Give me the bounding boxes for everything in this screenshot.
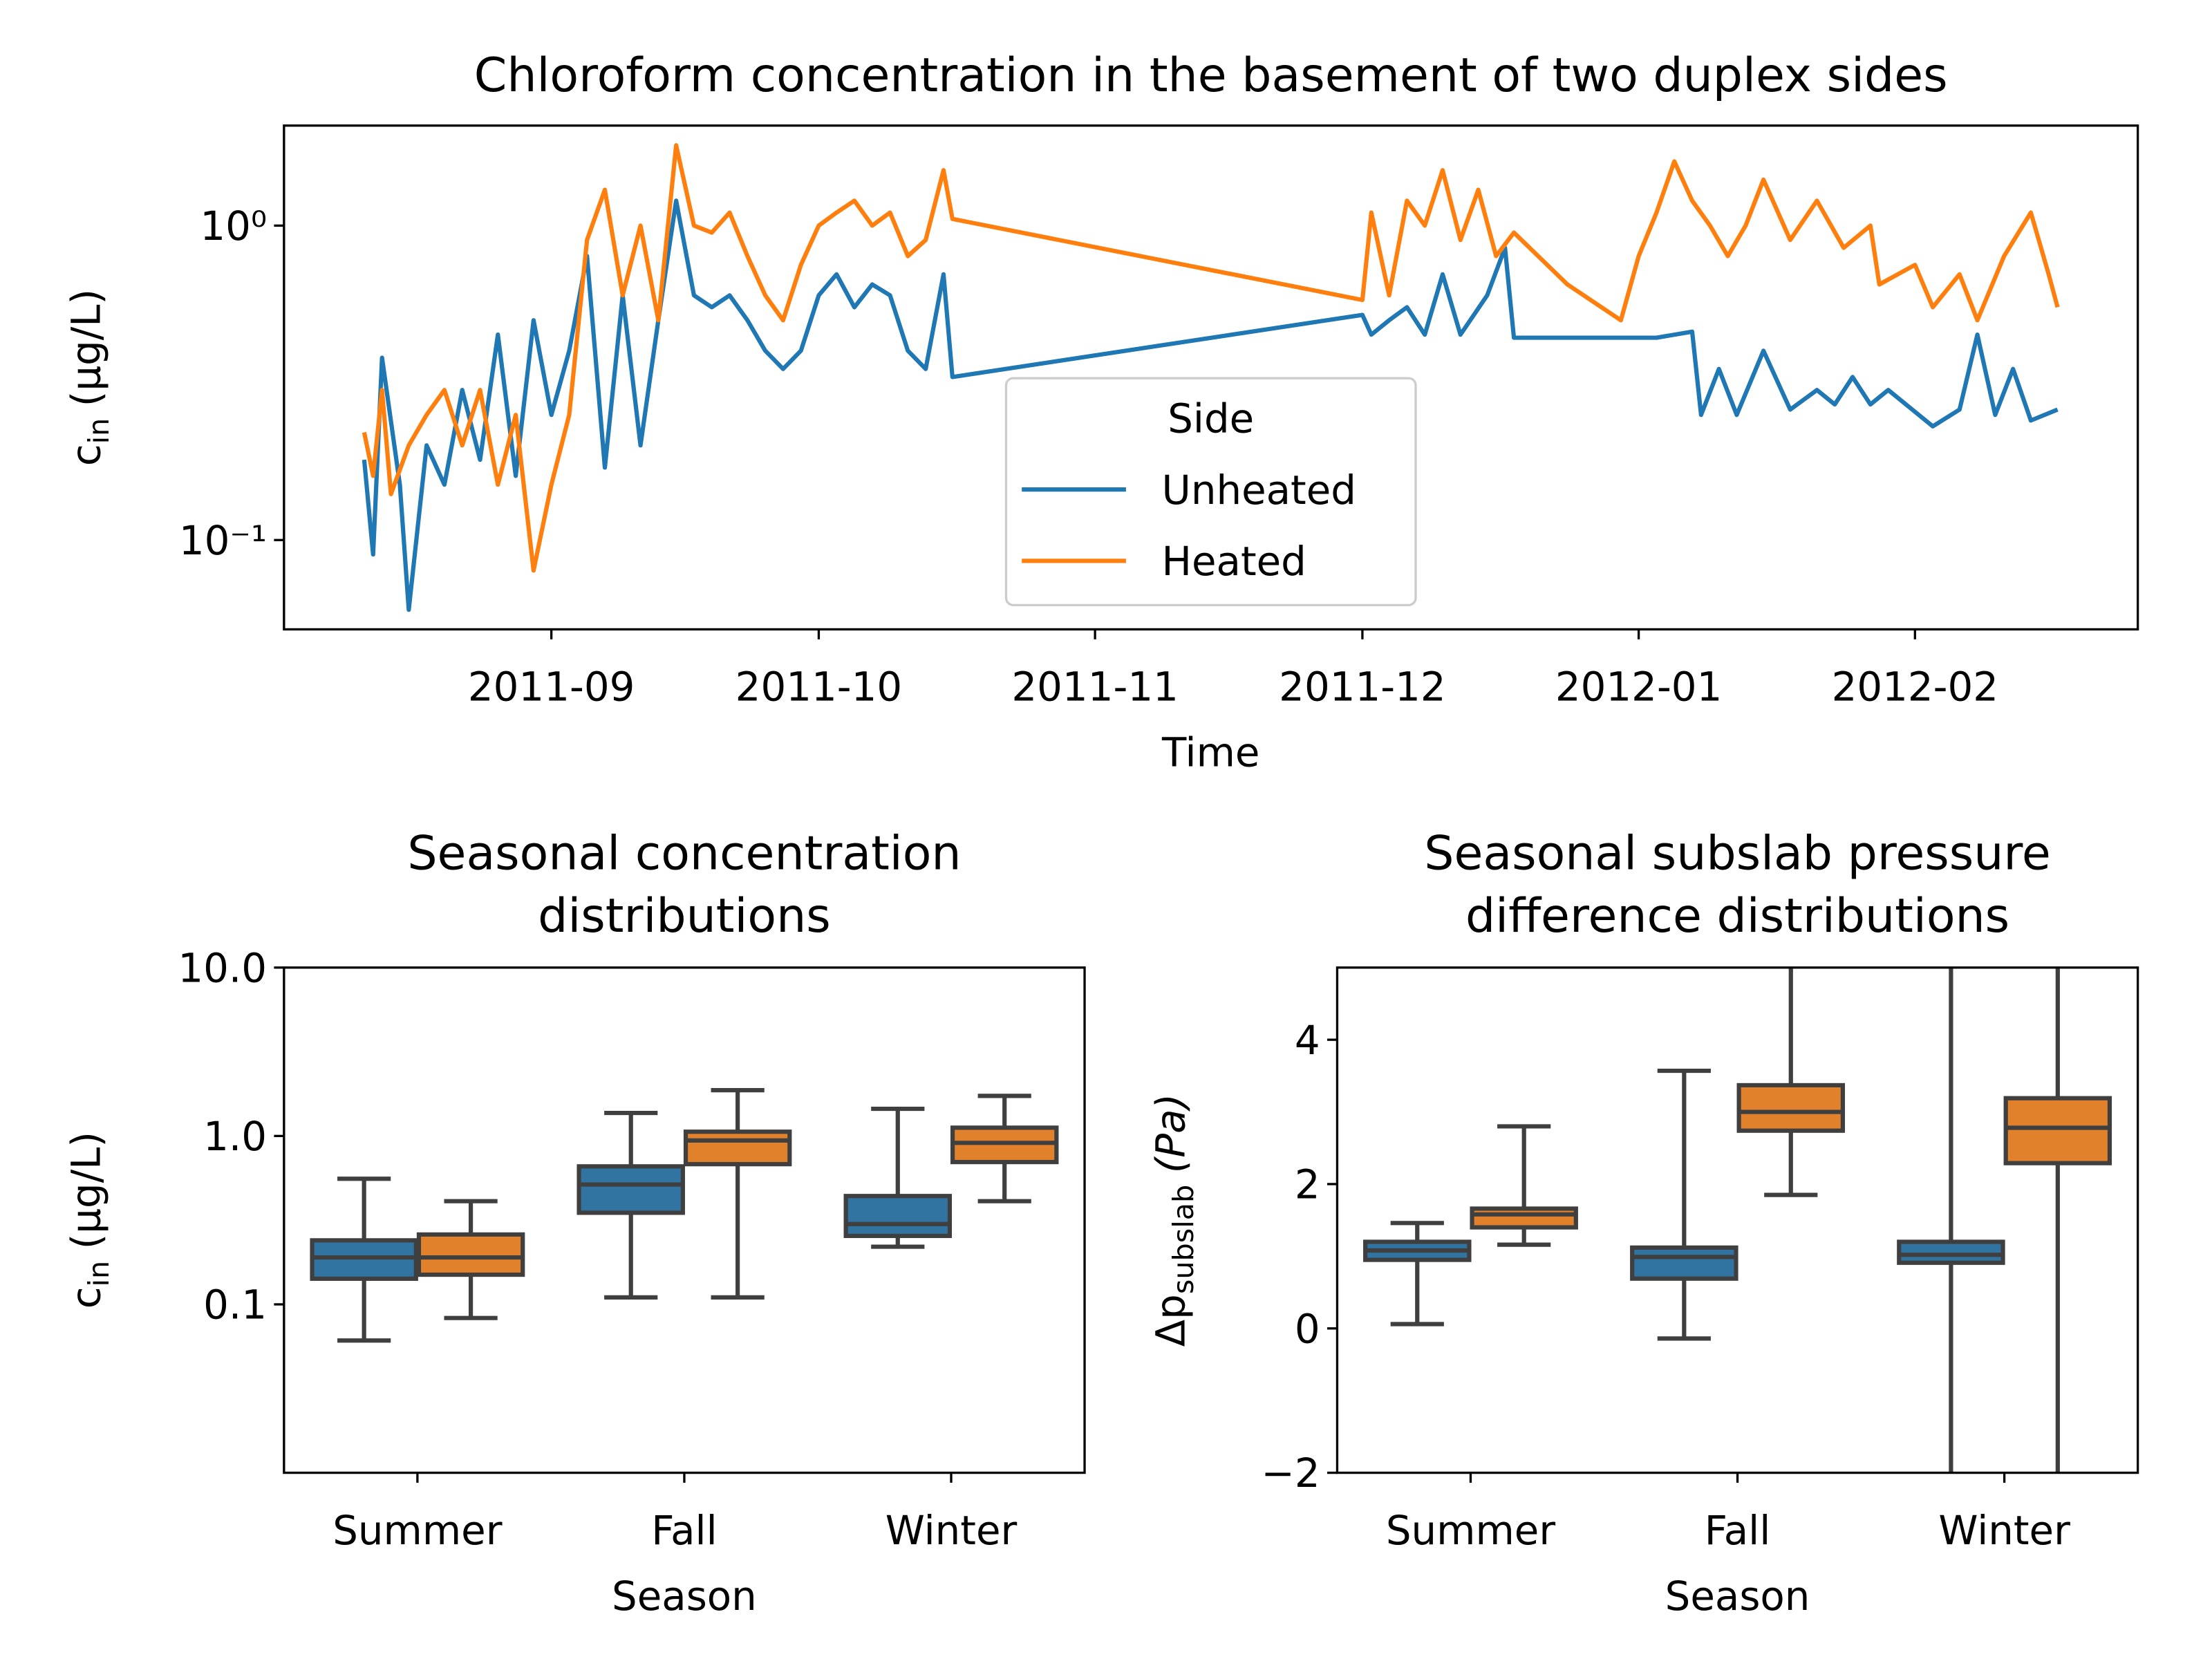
y-label-main: c <box>63 444 110 466</box>
y-tick-label: 2 <box>1295 1161 1320 1208</box>
x-tick-label: 2011-09 <box>468 664 635 711</box>
axes-frame <box>283 124 2139 631</box>
x-tick-label: Fall <box>651 1507 717 1554</box>
box <box>1897 1239 2005 1265</box>
y-tick-label: 1.0 <box>203 1113 267 1160</box>
legend-box <box>1004 377 1417 607</box>
x-tick-label: 2011-12 <box>1279 664 1446 711</box>
y-label-main: Δp <box>1147 1294 1194 1347</box>
axes-frame <box>283 966 1086 1474</box>
x-axis-label: Season <box>1665 1573 1810 1620</box>
legend-label: Heated <box>1162 538 1306 585</box>
legend-label: Unheated <box>1162 467 1356 514</box>
data-line <box>362 198 2059 612</box>
y-axis-label: cin (μg/L) <box>63 289 115 466</box>
box <box>1736 1082 1846 1133</box>
box <box>2003 1096 2112 1165</box>
chart-title: difference distributions <box>1465 889 2009 944</box>
y-axis-label: Δpsubslab (Pa) <box>1147 1094 1200 1347</box>
y-label-main: c <box>63 1286 110 1309</box>
y-tick-label: 0.1 <box>203 1282 267 1329</box>
chart-title: Seasonal subslab pressure <box>1424 826 2051 881</box>
y-tick-label: 4 <box>1295 1017 1320 1064</box>
box <box>1630 1245 1738 1281</box>
box <box>1470 1206 1578 1230</box>
chart-title: distributions <box>538 889 831 944</box>
y-tick-label: 10⁰ <box>200 203 267 250</box>
box <box>843 1194 953 1239</box>
y-tick-label: 0 <box>1295 1305 1320 1352</box>
legend-title: Side <box>1168 395 1254 442</box>
plot-area <box>310 1088 1059 1343</box>
y-label-sub: in <box>82 1261 115 1287</box>
x-tick-label: Winter <box>885 1507 1018 1554</box>
y-tick-label: 10.0 <box>178 944 267 991</box>
x-tick-label: Summer <box>332 1507 502 1554</box>
box <box>683 1130 792 1167</box>
y-label-sub: subslab <box>1167 1185 1200 1294</box>
plot-area <box>362 143 2060 612</box>
chart-title: Chloroform concentration in the basement… <box>474 48 1948 103</box>
chart-title: Seasonal concentration <box>407 826 961 881</box>
x-axis-label: Season <box>612 1573 757 1620</box>
y-label-unit: (Pa) <box>1147 1094 1194 1173</box>
plot-area <box>1363 967 2112 1473</box>
x-tick-label: Summer <box>1386 1507 1555 1554</box>
box <box>416 1232 525 1277</box>
x-tick-label: Winter <box>1938 1507 2070 1554</box>
x-tick-label: 2011-11 <box>1011 664 1179 711</box>
y-label-sub: in <box>82 418 115 444</box>
axes-frame <box>1335 966 2139 1474</box>
y-label-unit: (μg/L) <box>63 289 110 406</box>
x-tick-label: 2011-10 <box>735 664 903 711</box>
y-tick-label: −2 <box>1261 1450 1320 1497</box>
x-axis-label: Time <box>1161 729 1259 776</box>
data-line <box>362 143 2060 573</box>
y-tick-label: 10⁻¹ <box>179 517 267 564</box>
x-tick-label: 2012-01 <box>1555 664 1723 711</box>
y-axis-label: cin (μg/L) <box>63 1132 115 1309</box>
y-label-unit: (μg/L) <box>63 1132 110 1249</box>
x-tick-label: 2012-02 <box>1832 664 1999 711</box>
x-tick-label: Fall <box>1705 1507 1770 1554</box>
box <box>577 1164 685 1215</box>
